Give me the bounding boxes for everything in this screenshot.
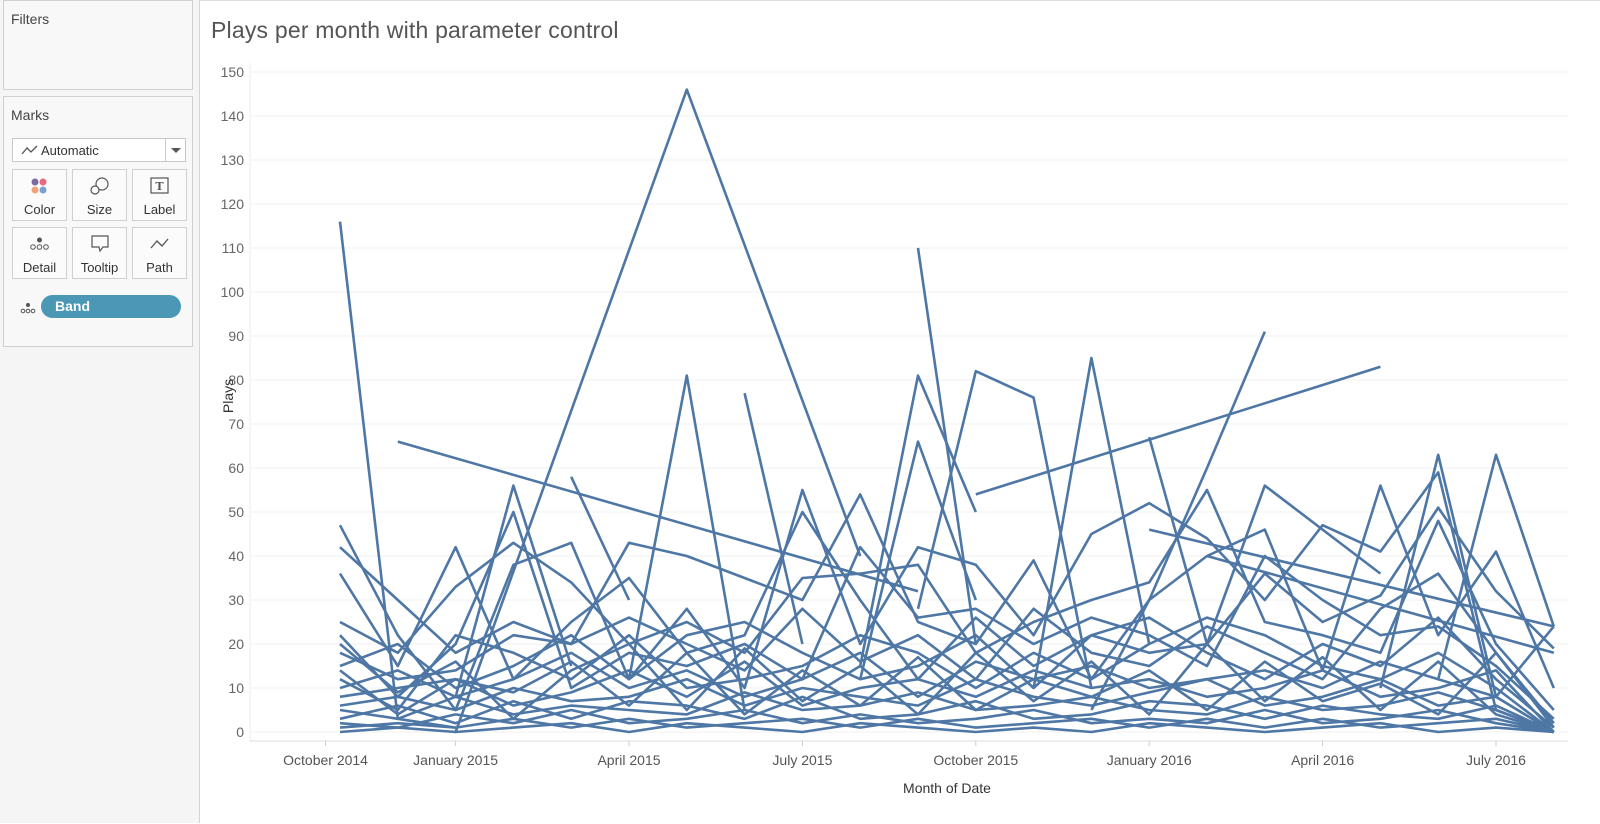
y-tick-label: 30 [228, 592, 244, 608]
chart-title: Plays per month with parameter control [211, 17, 619, 43]
series-line [339, 616, 1555, 729]
y-tick-label: 10 [228, 680, 244, 696]
band-pill-label: Band [55, 298, 90, 314]
y-tick-label: 100 [221, 284, 245, 300]
series-line [975, 365, 1381, 496]
color-label: Color [23, 202, 56, 217]
size-icon [90, 177, 109, 195]
y-tick-label: 110 [222, 240, 245, 256]
y-tick-label: 40 [228, 548, 244, 564]
tooltip-icon [91, 235, 109, 253]
series-line [339, 572, 1555, 725]
detail-icon [20, 303, 36, 314]
series-line [454, 484, 573, 698]
detail-label: Detail [22, 260, 57, 275]
series-line [916, 369, 1093, 689]
x-axis-title: Month of Date [903, 780, 991, 796]
series-line [339, 651, 1555, 734]
series-line [1206, 554, 1555, 655]
x-tick-label: July 2015 [772, 752, 832, 768]
series-line [339, 721, 1554, 734]
series-line [1147, 436, 1382, 646]
series-line [1148, 528, 1555, 628]
line-chart[interactable]: 0 10 20 30 40 50 60 70 80 90 100 110 120 130 140 150 Oc… [200, 1, 1600, 824]
detail-button[interactable]: Detail [12, 227, 67, 279]
tooltip-label: Tooltip [80, 260, 119, 275]
y-tick-label: 0 [236, 724, 244, 740]
sidebar: Filters Marks Automatic Color Size T Lab… [0, 0, 200, 823]
series-line [570, 476, 631, 601]
mark-type-dropdown[interactable]: Automatic [12, 138, 186, 162]
x-tick-label: January 2015 [413, 752, 498, 768]
y-tick-label: 20 [228, 636, 244, 652]
x-tick-label: April 2016 [1291, 752, 1354, 768]
chart-view: Plays per month with parameter control 0… [200, 0, 1600, 824]
series-line [339, 695, 1555, 734]
filters-title: Filters [11, 11, 50, 27]
series-line [339, 510, 1555, 720]
marks-title: Marks [11, 107, 50, 123]
x-tick-label: October 2014 [283, 752, 368, 768]
series-line [338, 506, 1555, 681]
line-mark-icon [21, 145, 38, 155]
y-tick-label: 140 [221, 108, 245, 124]
y-tick-label: 60 [228, 460, 244, 476]
path-icon [150, 238, 169, 249]
y-tick-label: 130 [221, 152, 245, 168]
y-axis-title: Plays [220, 379, 236, 413]
x-tick-label: October 2015 [933, 752, 1018, 768]
band-detail-pill[interactable]: Band [41, 295, 181, 318]
series-line [339, 642, 1555, 734]
path-button[interactable]: Path [132, 227, 187, 279]
y-tick-label: 70 [228, 416, 244, 432]
y-tick-label: 120 [221, 196, 245, 212]
y-tick-label: 50 [228, 504, 244, 520]
color-icon [31, 178, 47, 194]
color-button[interactable]: Color [12, 169, 67, 221]
label-label: Label [143, 202, 176, 217]
filters-shelf[interactable]: Filters [3, 0, 193, 90]
marks-card: Marks Automatic Color Size T Label Detai… [3, 96, 193, 347]
label-button[interactable]: T Label [132, 169, 187, 221]
series-line [858, 440, 978, 680]
series-line [339, 717, 1555, 734]
series-line [743, 392, 804, 645]
series-line [339, 708, 1554, 734]
mark-type-value: Automatic [41, 143, 99, 158]
series-line [1032, 356, 1151, 689]
series-line [454, 88, 862, 733]
series-line [338, 471, 1555, 734]
size-button[interactable]: Size [72, 169, 127, 221]
y-tick-label: 80 [228, 372, 244, 388]
text-label-icon: T [150, 177, 169, 194]
size-label: Size [86, 202, 113, 217]
x-tick-label: April 2015 [597, 752, 660, 768]
dropdown-divider [165, 139, 166, 161]
chevron-down-icon[interactable] [171, 148, 181, 153]
series-line [1379, 453, 1555, 699]
svg-text:T: T [155, 180, 164, 193]
series-line [627, 374, 746, 711]
tooltip-button[interactable]: Tooltip [72, 227, 127, 279]
y-tick-label: 90 [228, 328, 244, 344]
y-tick-label: 150 [221, 64, 245, 80]
x-tick-label: January 2016 [1107, 752, 1192, 768]
path-label: Path [146, 260, 173, 275]
detail-icon [30, 237, 49, 250]
x-tick-label: July 2016 [1466, 752, 1526, 768]
